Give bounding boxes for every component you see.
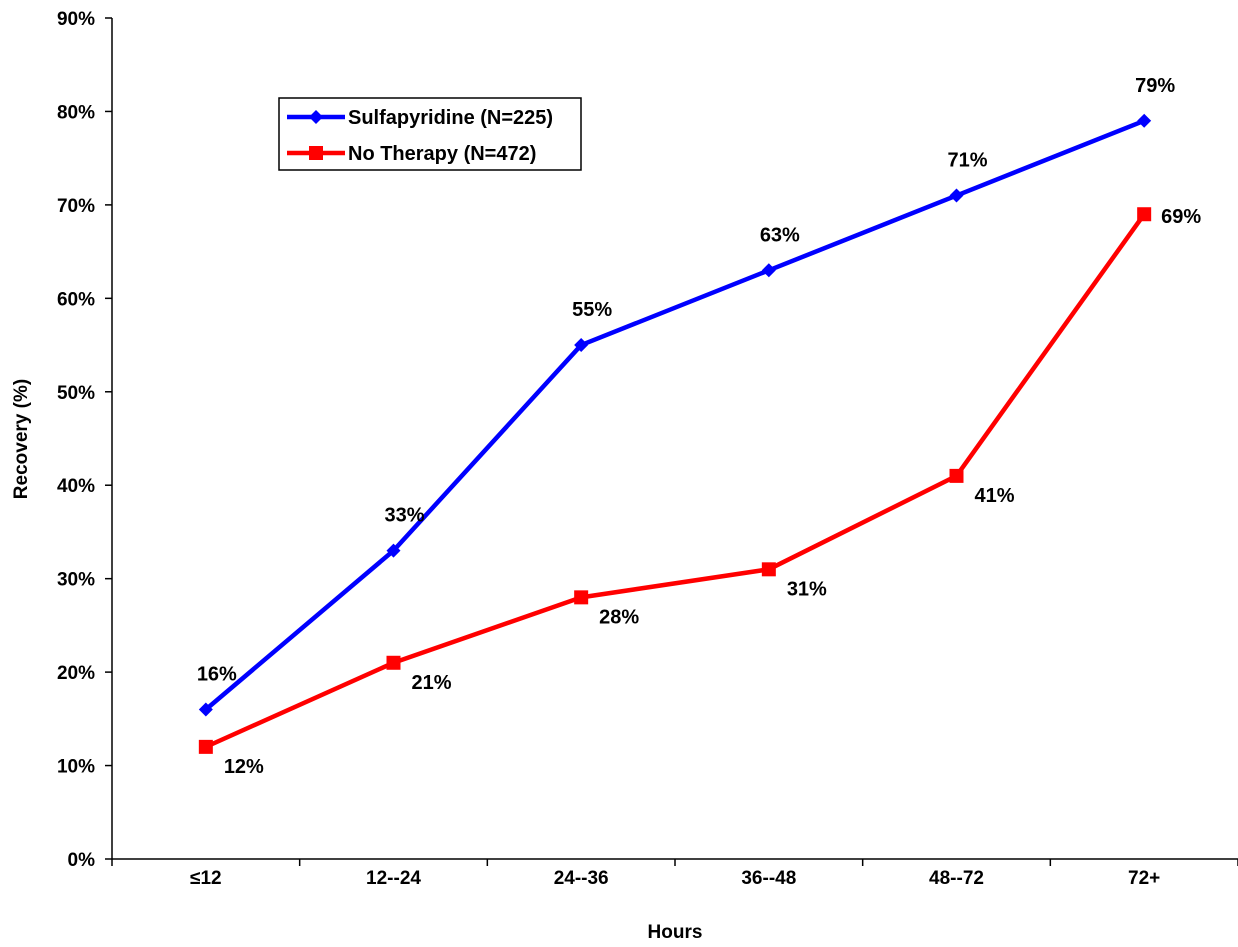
y-tick-label: 20% xyxy=(57,663,95,684)
x-axis-ticks: ≤12 12--24 24--36 36--48 48--72 72+ xyxy=(111,859,1238,889)
x-tick-label: 24--36 xyxy=(554,868,609,889)
x-tick-label: 12--24 xyxy=(366,868,421,889)
y-tick-label: 10% xyxy=(57,757,95,778)
y-tick-label: 90% xyxy=(57,9,95,30)
data-point-diamond xyxy=(574,338,589,353)
y-tick-label: 50% xyxy=(57,383,95,404)
data-labels: 16% 33% 55% 63% 71% 79% 12% 21% 28% 31% 41% 69% xyxy=(197,75,1202,778)
series-layer xyxy=(198,113,1152,754)
series-line-2 xyxy=(204,212,1146,749)
data-point-diamond xyxy=(761,263,776,278)
y-tick-label: 30% xyxy=(57,570,95,591)
data-label: 28% xyxy=(599,606,639,628)
data-point-square xyxy=(949,468,964,483)
legend-box xyxy=(278,97,582,171)
legend-marker-diamond xyxy=(309,110,323,124)
data-point-square xyxy=(198,739,213,754)
data-label: 16% xyxy=(197,663,237,685)
x-tick-label: ≤12 xyxy=(190,868,222,889)
data-point-diamond xyxy=(1137,113,1152,128)
legend-label: Sulfapyridine (N=225) xyxy=(348,107,553,129)
y-axis-ticks: 0% 10% 20% 30% 40% 50% 60% 70% 80% 90% xyxy=(57,9,112,871)
x-tick-label: 36--48 xyxy=(741,868,796,889)
legend-label: No Therapy (N=472) xyxy=(348,143,536,165)
x-tick-label: 48--72 xyxy=(929,868,984,889)
data-point-square xyxy=(386,655,401,670)
data-label: 21% xyxy=(411,672,451,694)
data-label: 79% xyxy=(1135,75,1175,97)
data-point-diamond xyxy=(386,543,401,558)
data-label: 55% xyxy=(572,299,612,321)
y-tick-label: 40% xyxy=(57,476,95,497)
y-tick-label: 60% xyxy=(57,289,95,310)
data-label: 31% xyxy=(787,578,827,600)
y-tick-label: 70% xyxy=(57,196,95,217)
data-label: 12% xyxy=(224,756,264,778)
data-label: 63% xyxy=(760,224,800,246)
data-label: 33% xyxy=(384,505,424,527)
data-label: 69% xyxy=(1161,206,1201,228)
data-label: 41% xyxy=(974,485,1014,507)
legend: Sulfapyridine (N=225) No Therapy (N=472) xyxy=(278,97,582,171)
x-tick-label: 72+ xyxy=(1128,868,1160,889)
y-tick-label: 80% xyxy=(57,102,95,123)
y-tick-label: 0% xyxy=(68,850,96,871)
series-line-1 xyxy=(204,118,1145,712)
data-point-square xyxy=(574,590,589,605)
data-point-square xyxy=(1137,207,1152,222)
x-axis-title: Hours xyxy=(648,922,703,943)
data-point-diamond xyxy=(949,188,964,203)
y-axis-title: Recovery (%) xyxy=(11,379,32,499)
data-point-diamond xyxy=(198,702,213,717)
legend-marker-square xyxy=(309,146,323,160)
data-point-square xyxy=(761,562,776,577)
data-label: 71% xyxy=(947,150,987,172)
